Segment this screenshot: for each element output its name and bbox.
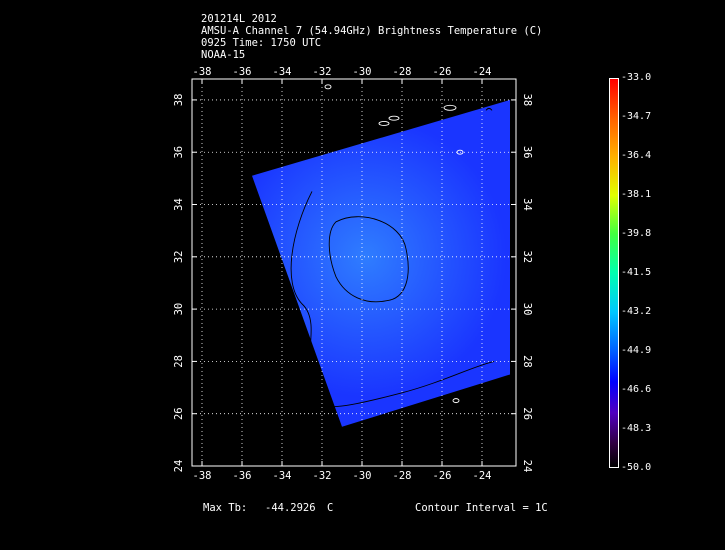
- title-line-2: AMSU-A Channel 7 (54.94GHz) Brightness T…: [201, 25, 543, 37]
- colorbar-label: -43.2: [621, 306, 652, 317]
- colorbar: [609, 78, 619, 468]
- colorbar-label: -34.7: [621, 111, 652, 122]
- tick-label-y-right: 30: [521, 303, 533, 316]
- tick-label-x-top: -30: [353, 66, 372, 78]
- max-tb-label: Max Tb:: [203, 502, 248, 514]
- tick-label-y-right: 36: [521, 146, 533, 159]
- contour-island-0: [324, 84, 332, 90]
- colorbar-label: -46.6: [621, 384, 652, 395]
- title-line-4: NOAA-15: [201, 49, 246, 61]
- tick-label-y-left: 30: [173, 303, 185, 316]
- contour-island-1: [378, 121, 390, 126]
- colorbar-label: -44.9: [621, 345, 652, 356]
- plot-frame: [191, 78, 517, 467]
- tick-label-x-top: -38: [193, 66, 212, 78]
- tick-label-x-top: -32: [313, 66, 332, 78]
- tick-label-x-bottom: -26: [433, 470, 452, 482]
- title-line-1: 201214L 2012: [201, 13, 277, 25]
- colorbar-label: -36.4: [621, 150, 652, 161]
- tick-label-y-right: 34: [521, 198, 533, 211]
- max-tb-value: -44.2926: [265, 502, 316, 514]
- tick-label-y-right: 38: [521, 94, 533, 107]
- tick-label-y-left: 32: [173, 250, 185, 263]
- tick-label-y-right: 28: [521, 355, 533, 368]
- contour-island-3: [443, 104, 457, 111]
- tick-label-x-bottom: -36: [233, 470, 252, 482]
- colorbar-label: -41.5: [621, 267, 652, 278]
- title-line-3: 0925 Time: 1750 UTC: [201, 37, 322, 49]
- contour-ne: [485, 107, 493, 111]
- contour-inner: [328, 216, 409, 303]
- colorbar-label: -33.0: [621, 72, 652, 83]
- tick-label-x-bottom: -30: [353, 470, 372, 482]
- tick-label-y-left: 36: [173, 146, 185, 159]
- colorbar-label: -48.3: [621, 423, 652, 434]
- colorbar-label: -38.1: [621, 189, 652, 200]
- contour-island-2: [388, 115, 400, 121]
- tick-label-y-left: 38: [173, 94, 185, 107]
- contour-island-5: [452, 398, 460, 404]
- tick-label-y-left: 26: [173, 407, 185, 420]
- tick-label-x-top: -26: [433, 66, 452, 78]
- tick-label-x-top: -34: [273, 66, 292, 78]
- max-tb-unit: C: [327, 502, 334, 514]
- swath-region: [252, 99, 510, 427]
- tick-label-x-bottom: -24: [473, 470, 492, 482]
- tick-label-x-bottom: -28: [393, 470, 412, 482]
- tick-label-y-right: 32: [521, 250, 533, 263]
- tick-label-y-right: 24: [521, 460, 533, 473]
- tick-label-y-left: 34: [173, 198, 185, 211]
- tick-label-x-top: -28: [393, 66, 412, 78]
- contour-outer: [290, 191, 495, 408]
- tick-label-y-left: 24: [173, 460, 185, 473]
- tick-label-x-bottom: -32: [313, 470, 332, 482]
- tick-label-y-right: 26: [521, 407, 533, 420]
- contour-interval: Contour Interval = 1C: [415, 502, 548, 514]
- tick-label-y-left: 28: [173, 355, 185, 368]
- tick-label-x-bottom: -34: [273, 470, 292, 482]
- tick-label-x-bottom: -38: [193, 470, 212, 482]
- tick-label-x-top: -24: [473, 66, 492, 78]
- tick-label-x-top: -36: [233, 66, 252, 78]
- colorbar-label: -39.8: [621, 228, 652, 239]
- colorbar-label: -50.0: [621, 462, 652, 473]
